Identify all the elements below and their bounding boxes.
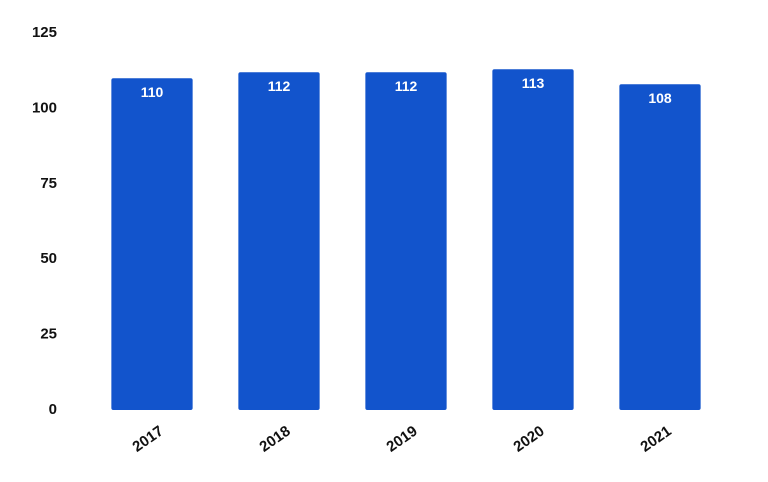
value-label: 113 (522, 75, 545, 91)
value-label: 108 (648, 90, 672, 106)
bar (492, 69, 574, 410)
y-tick-label: 0 (49, 401, 57, 418)
value-label: 110 (141, 84, 164, 100)
value-label: 112 (395, 78, 418, 94)
y-tick-label: 75 (40, 175, 57, 192)
value-label: 112 (268, 78, 291, 94)
x-tick-label: 2018 (256, 423, 293, 456)
bar (365, 72, 447, 410)
bar (111, 78, 193, 411)
bar (619, 84, 701, 410)
x-tick-label: 2021 (637, 423, 674, 456)
x-tick-label: 2019 (383, 423, 420, 456)
y-tick-label: 100 (32, 99, 57, 116)
x-tick-label: 2017 (129, 423, 166, 456)
x-tick-label: 2020 (510, 423, 547, 456)
y-tick-label: 25 (40, 326, 57, 343)
y-tick-label: 50 (40, 250, 57, 267)
bar (238, 72, 320, 410)
y-tick-label: 125 (32, 24, 57, 41)
